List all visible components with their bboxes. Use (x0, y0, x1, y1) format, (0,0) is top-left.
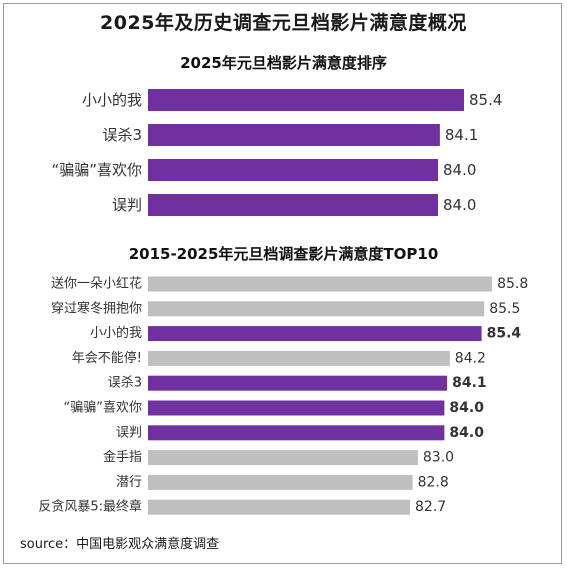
chart2-category-label-2: 小小的我 (90, 325, 142, 341)
chart2-category-label-4: 误杀3 (108, 376, 142, 391)
chart2-value-label-2: 85.4 (487, 326, 522, 342)
chart2-value-label-0: 85.8 (497, 276, 528, 292)
chart1-bar-0 (148, 89, 464, 111)
chart1-value-label-2: 84.0 (443, 161, 476, 179)
chart1-bar-3 (148, 194, 438, 216)
chart1-category-label-1: 误杀3 (102, 126, 142, 144)
chart2-category-label-3: 年会不能停! (72, 350, 142, 366)
chart1-category-label-0: 小小的我 (82, 91, 142, 109)
page-title: 2025年及历史调查元旦档影片满意度概况 (100, 12, 467, 34)
chart1-category-label-3: 误判 (112, 196, 142, 214)
chart2-bar-7 (148, 450, 418, 466)
chart1-bar-1 (148, 124, 440, 146)
chart2-bar-9 (148, 499, 410, 515)
chart2-bar-4 (148, 375, 448, 391)
chart1-title: 2025年元旦档影片满意度排序 (180, 54, 387, 72)
source-note: source：中国电影观众满意度调查 (20, 537, 220, 552)
chart2-value-label-7: 83.0 (423, 450, 454, 466)
chart2-category-label-1: 穿过寒冬拥抱你 (51, 300, 142, 316)
chart2-bar-5 (148, 400, 445, 416)
chart2-category-label-7: 金手指 (103, 449, 142, 465)
chart1-value-label-0: 85.4 (469, 91, 502, 109)
chart2-bar-1 (148, 301, 485, 317)
chart2-category-label-5: “骗骗”喜欢你 (64, 401, 142, 416)
chart2-category-label-0: 送你一朵小红花 (51, 276, 142, 292)
chart2-category-label-6: 误判 (116, 425, 142, 440)
chart1-value-label-3: 84.0 (443, 196, 476, 214)
chart1-value-label-1: 84.1 (445, 126, 478, 144)
chart2-value-label-5: 84.0 (449, 400, 484, 416)
chart2-value-label-9: 82.7 (415, 499, 446, 515)
chart1-bar-2 (148, 159, 438, 181)
chart2-value-label-4: 84.1 (452, 375, 487, 391)
chart2-bar-3 (148, 350, 450, 366)
chart2-value-label-1: 85.5 (489, 301, 520, 317)
chart2-category-label-9: 反贪风暴5:最终章 (38, 499, 142, 515)
chart1-category-label-2: “骗骗”喜欢你 (51, 161, 142, 179)
chart2-value-label-8: 82.8 (418, 474, 449, 490)
chart2-bar-2 (148, 326, 482, 342)
chart2-bar-0 (148, 276, 493, 292)
chart2-bar-6 (148, 425, 445, 441)
chart2-category-label-8: 潜行 (116, 475, 142, 490)
chart2-value-label-6: 84.0 (449, 425, 484, 441)
chart2-title: 2015-2025年元旦档调查影片满意度TOP10 (128, 245, 439, 263)
chart2-bar-8 (148, 474, 413, 490)
chart2-value-label-3: 84.2 (455, 350, 486, 366)
